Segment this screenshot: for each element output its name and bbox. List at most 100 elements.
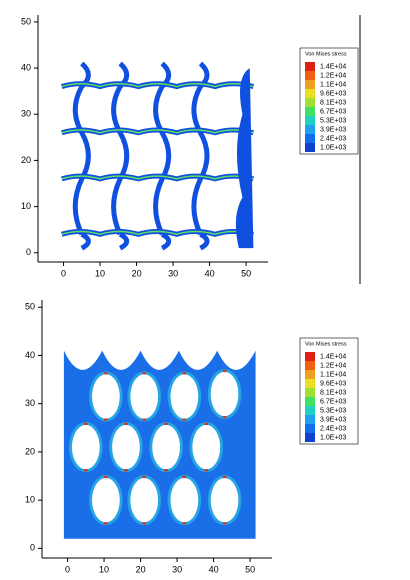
hole <box>92 374 120 419</box>
colorbar-label: 1.1E+04 <box>320 81 346 88</box>
colorbar: Von Mises stress 1.4E+04 1.2E+04 1.1E+04 9.6… <box>299 47 359 155</box>
colorbar-swatch <box>305 424 315 433</box>
x-tick-label: 20 <box>132 268 142 278</box>
hole <box>130 374 159 419</box>
y-tick-label: 10 <box>25 495 35 505</box>
colorbar-swatch <box>305 370 315 379</box>
colorbar-swatch <box>305 143 315 152</box>
y-tick-label: 40 <box>25 350 35 360</box>
colorbar-title: Von Mises stress <box>305 341 347 347</box>
colorbar-swatch <box>305 62 315 71</box>
y-tick-label: 50 <box>25 302 35 312</box>
beam <box>111 61 130 251</box>
colorbar-swatch <box>305 98 315 107</box>
beam <box>72 61 91 251</box>
hot-spot <box>182 372 187 375</box>
colorbar-label: 3.9E+03 <box>320 416 346 423</box>
x-tick-label: 30 <box>172 564 182 574</box>
colorbar-swatch <box>305 107 315 116</box>
hole <box>130 477 159 523</box>
hot-spot <box>182 418 187 421</box>
hole <box>152 424 180 470</box>
hot-spot <box>83 469 88 472</box>
colorbar-label: 1.0E+03 <box>320 144 346 151</box>
colorbar-swatch <box>305 71 315 80</box>
beam <box>191 61 210 251</box>
support <box>235 68 254 249</box>
x-tick-label: 50 <box>241 268 251 278</box>
hole <box>170 374 199 419</box>
colorbar-label: 9.6E+03 <box>320 90 346 97</box>
y-tick-label: 20 <box>21 155 31 165</box>
hot-spot <box>222 369 227 373</box>
beam <box>153 61 172 251</box>
colorbar-swatch <box>305 352 315 361</box>
hole <box>192 424 221 470</box>
colorbar-label: 1.0E+03 <box>320 434 346 441</box>
hole <box>71 424 100 470</box>
colorbar-label: 1.2E+04 <box>320 362 346 369</box>
hot-spot <box>142 475 147 479</box>
y-tick-label: 10 <box>21 201 31 211</box>
colorbar-swatch <box>305 89 315 98</box>
hot-spot <box>103 522 108 525</box>
colorbar-label: 3.9E+03 <box>320 126 346 133</box>
hot-spot <box>222 415 227 419</box>
x-tick-label: 20 <box>136 564 146 574</box>
x-tick-label: 10 <box>95 268 105 278</box>
hole <box>170 477 199 523</box>
colorbar-label: 1.4E+04 <box>320 63 346 70</box>
panel: 0 10 20 30 40 50 0 10 20 30 40 50 Von Mises stress 1.… <box>25 300 359 574</box>
colorbar-swatch <box>305 388 315 397</box>
colorbar-swatch <box>305 361 315 370</box>
colorbar-label: 5.3E+03 <box>320 407 346 414</box>
colorbar-swatch <box>305 379 315 388</box>
colorbar-label: 9.6E+03 <box>320 380 346 387</box>
hole <box>112 424 140 470</box>
colorbar-swatch <box>305 406 315 415</box>
y-tick-label: 0 <box>30 543 35 553</box>
colorbar-swatch <box>305 397 315 406</box>
y-tick-label: 40 <box>21 62 31 72</box>
y-tick-label: 30 <box>21 109 31 119</box>
colorbar-label: 5.3E+03 <box>320 117 346 124</box>
colorbar-swatch <box>305 433 315 442</box>
colorbar-title: Von Mises stress <box>305 51 347 57</box>
x-tick-label: 40 <box>209 564 219 574</box>
hot-spot <box>222 522 227 525</box>
hot-spot <box>103 372 108 375</box>
hot-spot <box>142 522 147 525</box>
colorbar-label: 8.1E+03 <box>320 389 346 396</box>
hole <box>210 371 239 417</box>
colorbar-label: 1.4E+04 <box>320 353 346 360</box>
beam-stress <box>61 83 254 88</box>
x-tick-label: 0 <box>61 268 66 278</box>
x-tick-label: 50 <box>245 564 255 574</box>
hot-spot <box>142 418 147 421</box>
hot-spot <box>222 475 227 479</box>
colorbar-swatch <box>305 80 315 89</box>
beam-stress <box>61 175 254 180</box>
hot-spot <box>204 422 209 426</box>
colorbar-swatch <box>305 116 315 125</box>
hot-spot <box>142 372 147 375</box>
colorbar-label: 6.7E+03 <box>320 398 346 405</box>
hot-spot <box>123 422 128 426</box>
x-tick-label: 30 <box>168 268 178 278</box>
colorbar-swatch <box>305 415 315 424</box>
colorbar-label: 1.2E+04 <box>320 72 346 79</box>
colorbar-label: 6.7E+03 <box>320 108 346 115</box>
colorbar-swatch <box>305 134 315 143</box>
hot-spot <box>164 469 169 472</box>
colorbar-label: 1.1E+04 <box>320 371 346 378</box>
hot-spot <box>182 475 187 479</box>
x-tick-label: 40 <box>205 268 215 278</box>
hot-spot <box>103 418 108 421</box>
x-tick-label: 0 <box>65 564 70 574</box>
y-tick-label: 30 <box>25 398 35 408</box>
colorbar-label: 8.1E+03 <box>320 99 346 106</box>
colorbar: Von Mises stress 1.4E+04 1.2E+04 1.1E+04 9.6… <box>299 337 359 445</box>
hot-spot <box>182 522 187 525</box>
colorbar-swatch <box>305 125 315 134</box>
hot-spot <box>83 422 88 426</box>
